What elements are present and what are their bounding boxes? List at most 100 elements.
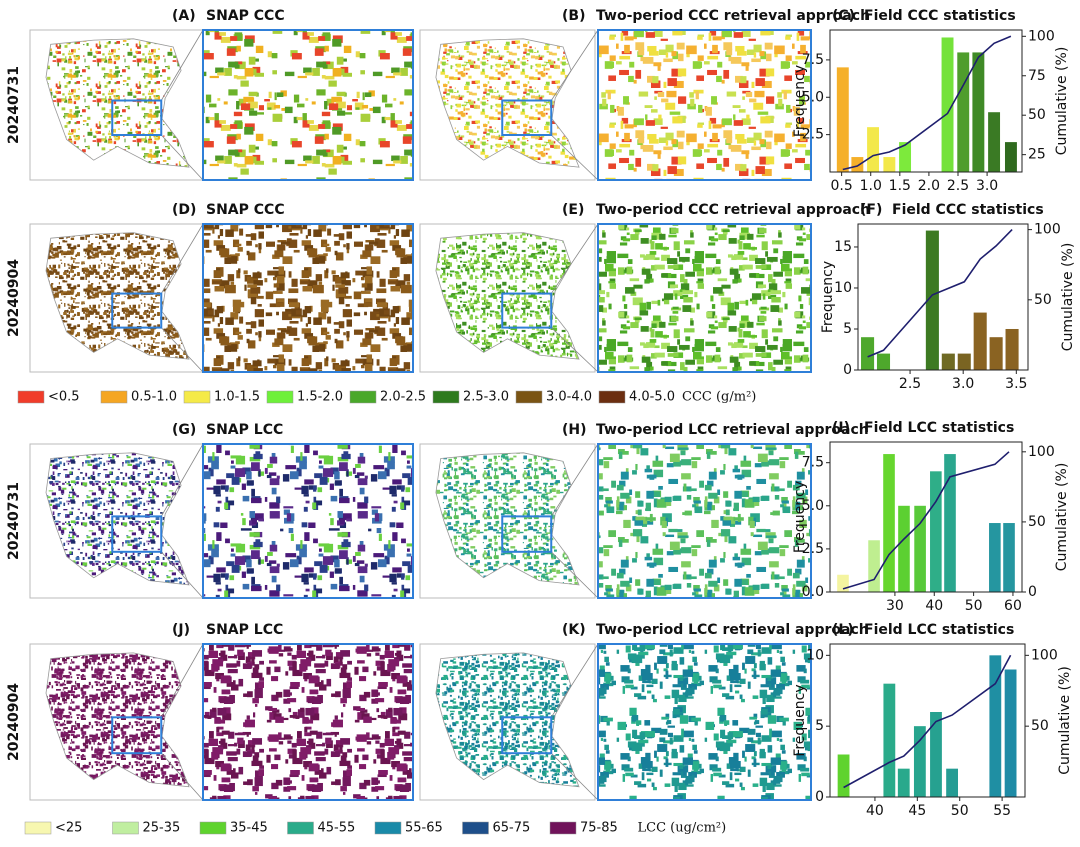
legend-label: 45-55 bbox=[318, 821, 356, 836]
bar bbox=[925, 230, 939, 370]
x-tick-label: 0.5 bbox=[831, 178, 853, 194]
y2-tick-label: 25 bbox=[1028, 147, 1046, 163]
bar bbox=[1005, 328, 1019, 370]
bar bbox=[897, 768, 910, 797]
chart-label: (C) bbox=[832, 8, 855, 24]
chart-title: Field LCC statistics bbox=[864, 622, 1014, 638]
legend-label: 2.5-3.0 bbox=[463, 390, 509, 405]
y-axis-label: Frequency bbox=[792, 684, 808, 756]
plot-frame bbox=[829, 643, 1026, 798]
x-tick-label: 3.5 bbox=[1005, 376, 1027, 392]
y2-axis-label: Cumulative (%) bbox=[1060, 243, 1076, 352]
x-tick-label: 45 bbox=[908, 803, 926, 819]
legend-label: <0.5 bbox=[48, 390, 80, 405]
bar bbox=[988, 112, 1001, 172]
y-tick-label: 0.0 bbox=[802, 584, 824, 600]
bar bbox=[868, 540, 880, 592]
row-label: 20240731 bbox=[6, 66, 22, 144]
bar bbox=[989, 523, 1001, 592]
y-tick-label: 0 bbox=[843, 362, 852, 378]
y-tick-label: 7.5 bbox=[802, 455, 824, 471]
x-tick-label: 50 bbox=[965, 598, 983, 614]
y2-tick-label: 0 bbox=[1028, 584, 1037, 600]
zoom-connector bbox=[160, 643, 204, 718]
bar bbox=[883, 683, 896, 797]
y-tick-label: 0 bbox=[815, 789, 824, 805]
bar bbox=[851, 157, 864, 172]
zoom-map bbox=[202, 223, 414, 373]
legend-swatch bbox=[287, 821, 314, 835]
bar bbox=[957, 52, 970, 172]
legend-label: 65-75 bbox=[493, 821, 531, 836]
y-axis-label: Frequency bbox=[792, 65, 808, 137]
legend-label: 1.5-2.0 bbox=[297, 390, 343, 405]
legend-swatch bbox=[199, 821, 227, 835]
panel-label: (J) bbox=[172, 622, 190, 638]
legend-unit: CCC (g/m²) bbox=[682, 390, 756, 405]
legend-unit: LCC (ug/cm²) bbox=[638, 821, 727, 836]
legend-label: 35-45 bbox=[230, 821, 268, 836]
plot-frame bbox=[857, 223, 1029, 371]
zoom-connector bbox=[160, 443, 204, 517]
y-tick-label: 5 bbox=[843, 321, 852, 337]
zoom-map bbox=[202, 443, 414, 599]
y2-tick-label: 50 bbox=[1028, 107, 1046, 123]
cumulative-line bbox=[842, 35, 1012, 171]
bar bbox=[989, 655, 1002, 797]
x-tick-label: 55 bbox=[993, 803, 1011, 819]
zoom-connector bbox=[550, 327, 599, 373]
legend-label: 1.0-1.5 bbox=[214, 390, 260, 405]
panel-label: (D) bbox=[172, 202, 196, 218]
y-axis-label: Frequency bbox=[792, 481, 808, 553]
zoom-connector bbox=[550, 443, 599, 517]
cumulative-line bbox=[843, 654, 1012, 789]
panel-label: (H) bbox=[562, 422, 587, 438]
panel-title: SNAP CCC bbox=[206, 202, 285, 218]
zoom-map bbox=[597, 643, 812, 801]
legend-label: <25 bbox=[55, 821, 82, 836]
y2-axis-label: Cumulative (%) bbox=[1054, 463, 1070, 572]
panel-label: (B) bbox=[562, 8, 585, 24]
panel-title: Two-period LCC retrieval approach bbox=[596, 622, 869, 638]
legend-swatch bbox=[515, 390, 543, 404]
panel-title: Two-period LCC retrieval approach bbox=[596, 422, 869, 438]
panel-label: (A) bbox=[172, 8, 196, 24]
y-axis-label: Frequency bbox=[820, 261, 836, 333]
x-tick-label: 60 bbox=[1004, 598, 1022, 614]
y2-tick-label: 50 bbox=[1028, 514, 1046, 530]
y2-tick-label: 50 bbox=[1034, 292, 1052, 308]
bar bbox=[867, 127, 880, 172]
legend-swatch bbox=[100, 390, 128, 404]
x-tick-label: 3.0 bbox=[976, 178, 998, 194]
zoom-map bbox=[202, 643, 414, 801]
y2-tick-label: 100 bbox=[1034, 222, 1061, 238]
legend-swatch bbox=[266, 390, 294, 404]
x-tick-label: 50 bbox=[951, 803, 969, 819]
y2-tick-label: 50 bbox=[1031, 718, 1049, 734]
zoom-inset bbox=[501, 292, 553, 329]
bar bbox=[861, 337, 875, 370]
legend-swatch bbox=[549, 821, 577, 835]
bar bbox=[1003, 523, 1015, 592]
y-tick-label: 5.0 bbox=[802, 89, 824, 105]
zoom-connector bbox=[160, 752, 204, 801]
bar bbox=[837, 574, 849, 592]
legend-label: 3.0-4.0 bbox=[546, 390, 592, 405]
x-tick-label: 2.0 bbox=[918, 178, 940, 194]
zoom-connector bbox=[550, 551, 599, 599]
plot-frame bbox=[829, 29, 1023, 173]
zoom-map bbox=[597, 443, 812, 599]
panel-title: Two-period CCC retrieval approach bbox=[596, 202, 870, 218]
bar bbox=[946, 768, 958, 797]
legend-label: 75-85 bbox=[580, 821, 618, 836]
y-tick-label: 10 bbox=[806, 647, 824, 663]
zoom-connector bbox=[160, 134, 204, 181]
panel-title: Two-period CCC retrieval approach bbox=[596, 8, 870, 24]
bar bbox=[957, 353, 971, 370]
y-tick-label: 7.5 bbox=[802, 52, 824, 68]
x-tick-label: 1.0 bbox=[860, 178, 882, 194]
bar bbox=[1004, 669, 1017, 797]
bar bbox=[836, 67, 849, 172]
